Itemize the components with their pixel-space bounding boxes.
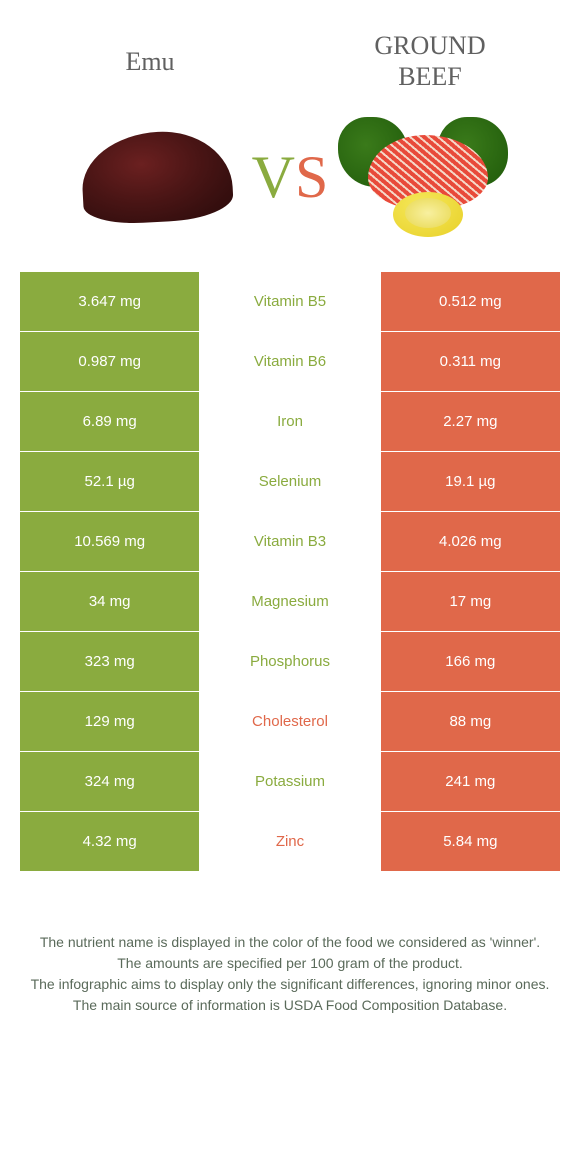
nutrient-name: Vitamin B5 <box>200 272 379 332</box>
right-value: 17 mg <box>380 572 560 632</box>
left-value: 323 mg <box>20 632 200 692</box>
food-title-right-line1: GROUND <box>374 31 485 60</box>
vs-letter-s: S <box>295 143 328 212</box>
table-row: 34 mgMagnesium17 mg <box>20 572 560 632</box>
food-title-right: GROUND BEEF <box>330 30 530 92</box>
table-row: 324 mgPotassium241 mg <box>20 752 560 812</box>
food-title-right-line2: BEEF <box>398 62 462 91</box>
emu-meat-icon <box>79 129 234 227</box>
footnote-line: The infographic aims to display only the… <box>30 974 550 995</box>
left-value: 324 mg <box>20 752 200 812</box>
nutrient-name: Potassium <box>200 752 379 812</box>
nutrient-name: Magnesium <box>200 572 379 632</box>
nutrient-table: 3.647 mgVitamin B50.512 mg0.987 mgVitami… <box>20 272 560 872</box>
vs-label: VS <box>252 143 329 212</box>
left-value: 6.89 mg <box>20 392 200 452</box>
food-image-right <box>338 112 508 242</box>
right-value: 4.026 mg <box>380 512 560 572</box>
left-value: 3.647 mg <box>20 272 200 332</box>
table-row: 52.1 µgSelenium19.1 µg <box>20 452 560 512</box>
ground-beef-icon <box>338 117 508 237</box>
nutrient-name: Phosphorus <box>200 632 379 692</box>
right-value: 19.1 µg <box>380 452 560 512</box>
food-title-left: Emu <box>50 46 250 77</box>
food-image-left <box>72 112 242 242</box>
nutrient-name: Selenium <box>200 452 379 512</box>
left-value: 34 mg <box>20 572 200 632</box>
right-value: 166 mg <box>380 632 560 692</box>
right-value: 241 mg <box>380 752 560 812</box>
left-value: 10.569 mg <box>20 512 200 572</box>
nutrient-name: Iron <box>200 392 379 452</box>
right-value: 5.84 mg <box>380 812 560 872</box>
right-value: 2.27 mg <box>380 392 560 452</box>
table-row: 4.32 mgZinc5.84 mg <box>20 812 560 872</box>
footnotes: The nutrient name is displayed in the co… <box>20 932 560 1016</box>
nutrient-name: Vitamin B3 <box>200 512 379 572</box>
header-row: Emu GROUND BEEF <box>20 20 560 112</box>
left-value: 129 mg <box>20 692 200 752</box>
left-value: 0.987 mg <box>20 332 200 392</box>
left-value: 52.1 µg <box>20 452 200 512</box>
table-row: 0.987 mgVitamin B60.311 mg <box>20 332 560 392</box>
left-value: 4.32 mg <box>20 812 200 872</box>
nutrient-name: Cholesterol <box>200 692 379 752</box>
right-value: 0.311 mg <box>380 332 560 392</box>
table-row: 3.647 mgVitamin B50.512 mg <box>20 272 560 332</box>
footnote-line: The nutrient name is displayed in the co… <box>30 932 550 953</box>
vs-row: VS <box>20 112 560 242</box>
table-row: 323 mgPhosphorus166 mg <box>20 632 560 692</box>
nutrient-name: Vitamin B6 <box>200 332 379 392</box>
table-row: 6.89 mgIron2.27 mg <box>20 392 560 452</box>
table-row: 129 mgCholesterol88 mg <box>20 692 560 752</box>
table-row: 10.569 mgVitamin B34.026 mg <box>20 512 560 572</box>
infographic-container: Emu GROUND BEEF VS 3.647 mgVitamin B50.5… <box>0 0 580 1046</box>
footnote-line: The main source of information is USDA F… <box>30 995 550 1016</box>
vs-letter-v: V <box>252 143 295 212</box>
footnote-line: The amounts are specified per 100 gram o… <box>30 953 550 974</box>
right-value: 88 mg <box>380 692 560 752</box>
nutrient-name: Zinc <box>200 812 379 872</box>
right-value: 0.512 mg <box>380 272 560 332</box>
